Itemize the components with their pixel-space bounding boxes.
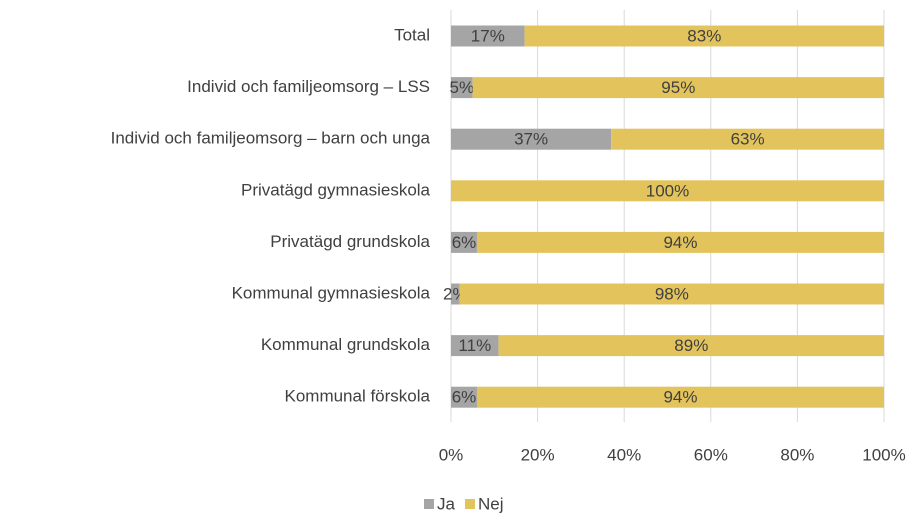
legend-swatch bbox=[464, 499, 475, 509]
x-tick-label: 0% bbox=[439, 445, 464, 464]
bar-segment bbox=[524, 25, 884, 47]
category-label: Total bbox=[394, 25, 430, 44]
data-label: 63% bbox=[731, 130, 765, 149]
bar-segment bbox=[451, 231, 477, 253]
x-tick-label: 40% bbox=[607, 445, 641, 464]
bar-segment bbox=[451, 128, 612, 150]
data-label: 98% bbox=[655, 284, 689, 303]
x-tick-label: 20% bbox=[521, 445, 555, 464]
bar-segment bbox=[472, 77, 884, 99]
data-label: 37% bbox=[514, 130, 548, 149]
data-label: 89% bbox=[674, 336, 708, 355]
data-label: 17% bbox=[471, 26, 505, 45]
category-label: Privatägd grundskola bbox=[270, 232, 430, 251]
data-label: 11% bbox=[458, 336, 491, 355]
x-tick-label: 60% bbox=[694, 445, 728, 464]
category-label: Kommunal grundskola bbox=[261, 335, 431, 354]
data-label: 95% bbox=[661, 78, 695, 97]
legend-label: Ja bbox=[437, 494, 456, 513]
data-label: 100% bbox=[646, 181, 689, 200]
x-tick-label: 80% bbox=[780, 445, 814, 464]
bar-segment bbox=[459, 283, 884, 305]
data-label: 94% bbox=[663, 388, 697, 407]
category-label: Individ och familjeomsorg – LSS bbox=[187, 77, 430, 96]
bar-segment bbox=[451, 283, 460, 305]
x-tick-label: 100% bbox=[862, 445, 905, 464]
bar-segment bbox=[451, 386, 477, 408]
category-label: Kommunal förskola bbox=[284, 387, 430, 406]
category-label: Individ och familjeomsorg – barn och ung… bbox=[111, 129, 431, 148]
bar-segment bbox=[476, 231, 884, 253]
data-label: 94% bbox=[663, 233, 697, 252]
category-label: Privatägd gymnasieskola bbox=[241, 180, 431, 199]
bar-segment bbox=[451, 77, 473, 99]
bar-segment bbox=[611, 128, 884, 150]
bar-segment bbox=[498, 335, 884, 357]
bar-segment bbox=[451, 335, 499, 357]
category-label: Kommunal gymnasieskola bbox=[232, 283, 431, 302]
data-label: 83% bbox=[687, 26, 721, 45]
bar-segment bbox=[451, 25, 525, 47]
data-label: 6% bbox=[452, 388, 477, 407]
bar-segment bbox=[451, 180, 884, 202]
data-label: 5% bbox=[450, 78, 475, 97]
legend-label: Nej bbox=[478, 494, 504, 513]
data-label: 6% bbox=[452, 233, 477, 252]
legend-swatch bbox=[424, 499, 434, 509]
bar-segment bbox=[476, 386, 884, 408]
